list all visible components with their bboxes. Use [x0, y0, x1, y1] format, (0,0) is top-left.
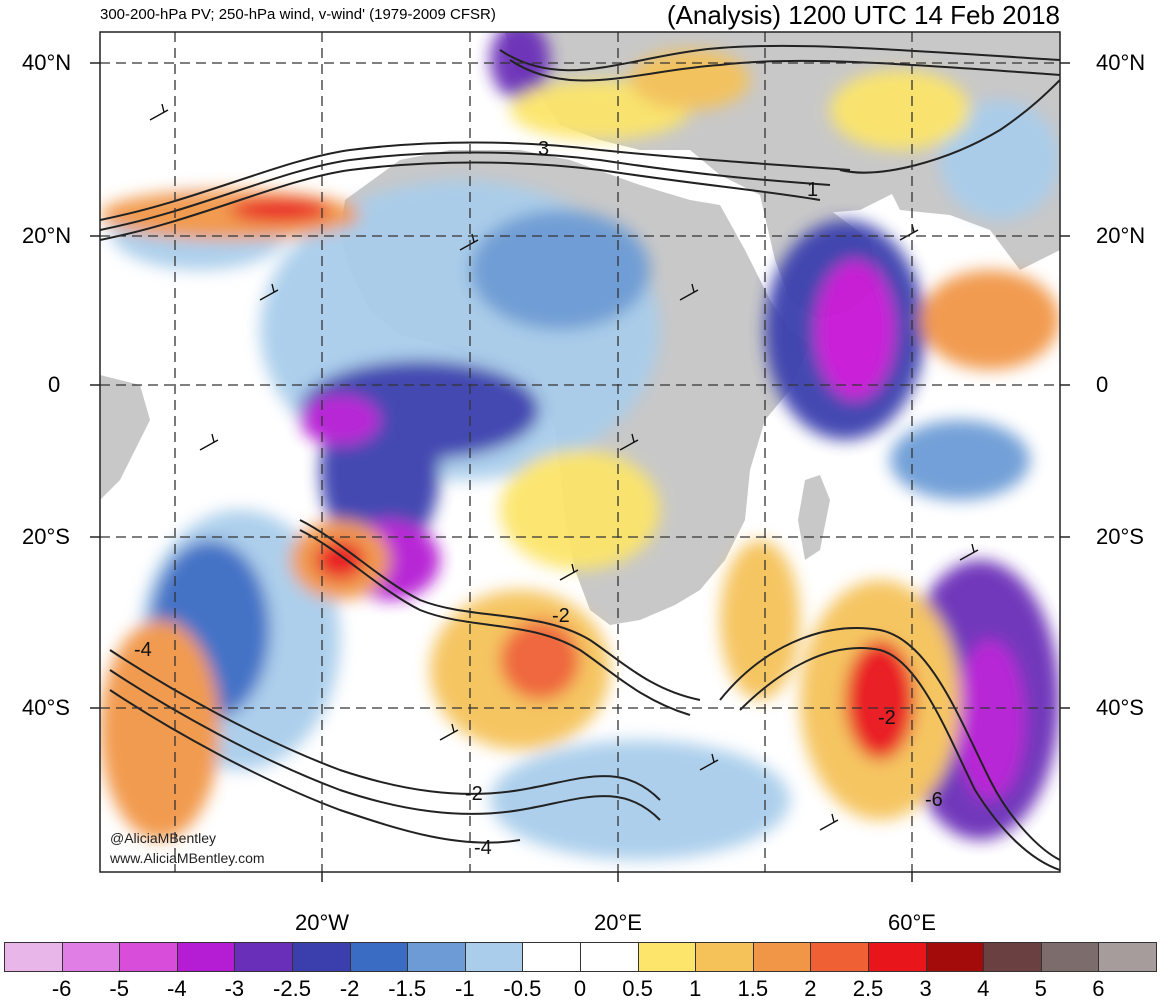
contour-label: -2 [878, 707, 896, 729]
colorbar-swatch [234, 942, 293, 972]
contour-label: 3 [538, 138, 549, 160]
lon-label-20w: 20°W [294, 910, 350, 935]
contour-line [109, 689, 521, 844]
contour-line [739, 647, 1060, 871]
colorbar-swatch [1098, 942, 1157, 972]
credit-url: www.AliciaMBentley.com [110, 850, 265, 866]
colorbar-swatch [61, 942, 121, 972]
contour-line [109, 649, 661, 801]
contour-line [299, 529, 691, 716]
contour-line [100, 161, 821, 241]
contour-label: -6 [925, 789, 943, 811]
colorbar-label: -3 [224, 976, 245, 1001]
wind-barb [439, 723, 459, 741]
colorbar-label: -4 [167, 976, 187, 1001]
colorbar-label: -1.5 [388, 976, 427, 1001]
colorbar-label: 0.5 [622, 976, 653, 1001]
contour-line [100, 151, 831, 231]
colorbar-swatch [292, 942, 351, 972]
contour-label: -4 [134, 639, 152, 661]
colorbar-swatch [1040, 942, 1100, 972]
wind-barbs [149, 103, 979, 831]
wind-barb [619, 433, 639, 451]
colorbar-swatch [925, 942, 985, 972]
contour-line [299, 519, 701, 701]
contour-lines [100, 44, 1060, 871]
contour-line [839, 79, 1060, 174]
chart-title: (Analysis) 1200 UTC 14 Feb 2018 [666, 0, 1060, 30]
wind-barb [959, 543, 979, 561]
lat-label-40n-right: 40°N [1096, 50, 1146, 75]
colorbar-label: 0 [573, 976, 587, 1001]
contour-line [719, 627, 1060, 861]
wind-barb [149, 103, 169, 121]
colorbar-swatch [464, 942, 524, 972]
contour-label: -4 [474, 837, 492, 859]
madagascar-landmass [798, 475, 830, 560]
colorbar-label: -0.5 [503, 976, 542, 1001]
colorbar-swatch [637, 942, 697, 972]
wind-barb [819, 813, 839, 831]
lat-label-20n-right: 20°N [1096, 223, 1146, 248]
colorbar-label: 5 [1034, 976, 1047, 1001]
wind-barb [459, 233, 479, 251]
colorbar-label: -5 [109, 976, 129, 1001]
colorbar-label: 3 [919, 976, 932, 1001]
colorbar-label: 2 [804, 976, 817, 1001]
colorbar-label: -2.5 [273, 976, 311, 1001]
wind-barb [199, 433, 219, 451]
colorbar-swatch [868, 942, 927, 972]
lat-label-0-right: 0 [1096, 372, 1109, 397]
lat-label-20n-left: 20°N [22, 223, 72, 248]
colorbar-swatch [119, 942, 178, 972]
lat-label-0-left: 0 [48, 372, 61, 397]
contour-label: -2 [552, 605, 570, 627]
colorbar-swatch [349, 942, 409, 972]
wind-barb [699, 753, 719, 771]
south-america-landmass [100, 375, 150, 500]
pv-shading [100, 32, 1060, 860]
colorbar-swatch [4, 942, 63, 972]
colorbar-swatch [752, 942, 812, 972]
wind-barb [259, 283, 279, 301]
contour-line [109, 669, 661, 821]
colorbar-label: -2 [339, 976, 360, 1001]
credit-handle: @AliciaMBentley [110, 830, 217, 846]
lat-label-20s-left: 20°S [22, 524, 70, 549]
lon-label-20e: 20°E [594, 910, 642, 935]
contour-label: 1 [807, 179, 818, 201]
lon-label-60e: 60°E [888, 910, 936, 935]
contour-line [499, 44, 1060, 72]
lat-label-40s-left: 40°S [22, 695, 70, 720]
colorbar-swatch [522, 942, 581, 972]
colorbar-swatch [580, 942, 639, 972]
colorbar-label: 4 [977, 976, 990, 1001]
colorbar-swatch [176, 942, 236, 972]
lat-label-40n-left: 40°N [22, 50, 72, 75]
map-frame [99, 31, 1061, 873]
wind-barb [559, 563, 579, 581]
colorbar-swatch [983, 942, 1042, 972]
colorbar-label: -6 [51, 976, 72, 1001]
colorbar-label: 6 [1092, 976, 1105, 1001]
contour-line [509, 59, 1060, 82]
colorbar-label: -1 [455, 976, 475, 1001]
contour-label-group: 3 1 -2 -4 -2 -4 -2 -6 [134, 138, 943, 859]
contour-line [100, 141, 851, 221]
colorbar-label: 2.5 [852, 976, 884, 1001]
chart-subtitle: 300-200-hPa PV; 250-hPa wind, v-wind' (1… [100, 6, 496, 23]
lat-label-20s-right: 20°S [1096, 524, 1144, 549]
colorbar-swatch [810, 942, 869, 972]
axis-ticks [90, 62, 1070, 882]
wind-barb [679, 283, 699, 301]
gridlines [100, 32, 1060, 872]
colorbar-label: 1 [689, 976, 702, 1001]
colorbar-swatch [695, 942, 754, 972]
lat-label-40s-right: 40°S [1096, 695, 1144, 720]
colorbar-label: 1.5 [737, 976, 769, 1001]
colorbar-swatch [407, 942, 466, 972]
contour-label: -2 [465, 783, 483, 805]
